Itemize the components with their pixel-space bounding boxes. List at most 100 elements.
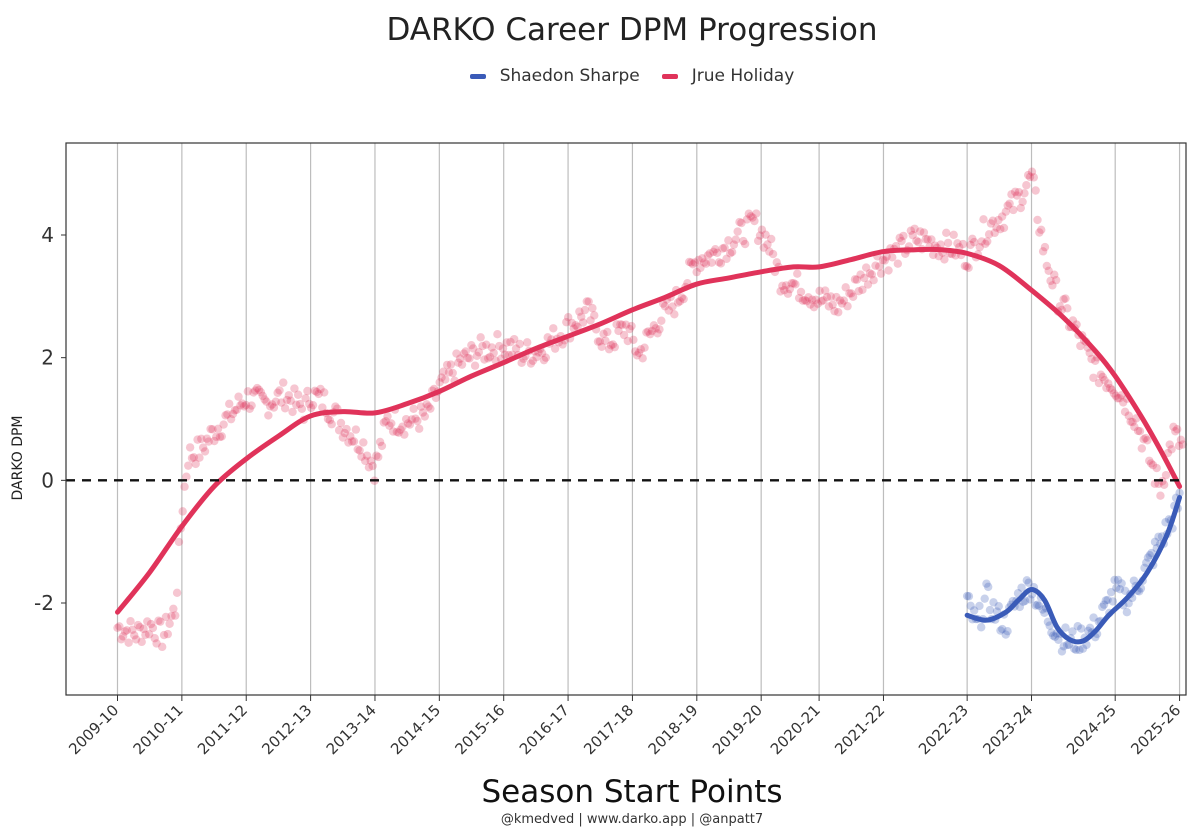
y-tick-label: -2 (34, 591, 54, 615)
data-point-jrue-holiday (174, 537, 184, 547)
data-point-jrue-holiday (165, 619, 174, 628)
data-point-jrue-holiday (133, 620, 143, 630)
data-point-jrue-holiday (807, 295, 817, 304)
data-point-jrue-holiday (290, 384, 299, 393)
data-point-jrue-holiday (463, 353, 472, 363)
data-point-jrue-holiday (571, 321, 580, 330)
data-point-jrue-holiday (843, 302, 852, 311)
data-point-jrue-holiday (388, 427, 398, 436)
data-point-jrue-holiday (1098, 372, 1107, 382)
data-point-jrue-holiday (359, 438, 368, 447)
data-point-jrue-holiday (936, 240, 945, 249)
data-point-jrue-holiday (128, 625, 137, 634)
data-point-jrue-holiday (979, 215, 988, 224)
data-point-jrue-holiday (668, 302, 677, 311)
data-point-jrue-holiday (422, 400, 431, 409)
data-point-jrue-holiday (969, 237, 979, 247)
data-point-jrue-holiday (638, 354, 647, 363)
x-tick-label: 2022-23 (915, 701, 972, 758)
data-point-jrue-holiday (727, 247, 737, 257)
data-point-jrue-holiday (338, 433, 348, 442)
data-point-jrue-holiday (1087, 354, 1096, 364)
data-point-shaedon-sharpe (1098, 602, 1107, 612)
data-point-jrue-holiday (746, 212, 755, 221)
data-point-jrue-holiday (616, 320, 625, 329)
data-point-jrue-holiday (819, 296, 828, 305)
data-point-jrue-holiday (766, 234, 776, 244)
data-point-jrue-holiday (822, 292, 832, 302)
data-point-jrue-holiday (377, 441, 387, 451)
data-point-jrue-holiday (696, 263, 705, 273)
data-point-jrue-holiday (627, 321, 636, 331)
data-point-jrue-holiday (247, 401, 256, 410)
data-point-jrue-holiday (934, 251, 944, 261)
data-point-jrue-holiday (1040, 242, 1050, 252)
data-point-jrue-holiday (383, 412, 392, 421)
data-point-jrue-holiday (485, 352, 495, 362)
data-point-jrue-holiday (1001, 207, 1011, 216)
data-point-jrue-holiday (580, 305, 590, 315)
y-tick-label: 2 (41, 346, 54, 370)
data-point-jrue-holiday (266, 402, 275, 411)
data-point-jrue-holiday (509, 334, 519, 344)
data-point-jrue-holiday (236, 401, 245, 410)
data-point-shaedon-sharpe (976, 623, 986, 632)
x-axis-label: Season Start Points (481, 774, 783, 810)
data-point-jrue-holiday (1009, 205, 1018, 215)
data-point-jrue-holiday (731, 235, 741, 244)
data-point-shaedon-sharpe (1077, 624, 1086, 633)
data-point-jrue-holiday (996, 224, 1005, 234)
data-point-jrue-holiday (254, 385, 264, 395)
data-point-jrue-holiday (159, 630, 169, 640)
data-point-jrue-holiday (476, 333, 485, 342)
data-point-jrue-holiday (699, 258, 709, 267)
data-point-jrue-holiday (765, 247, 774, 256)
data-point-jrue-holiday (398, 422, 407, 431)
data-point-jrue-holiday (364, 463, 374, 472)
data-point-jrue-holiday (584, 297, 593, 306)
data-point-jrue-holiday (351, 425, 361, 434)
data-point-shaedon-sharpe (985, 605, 995, 615)
data-point-jrue-holiday (401, 414, 411, 424)
data-point-shaedon-sharpe (1022, 576, 1032, 585)
data-point-jrue-holiday (867, 270, 876, 279)
data-point-jrue-holiday (575, 307, 584, 316)
data-point-jrue-holiday (567, 318, 577, 328)
data-point-jrue-holiday (379, 418, 389, 427)
data-point-jrue-holiday (997, 212, 1007, 221)
data-point-jrue-holiday (396, 425, 405, 434)
data-point-jrue-holiday (349, 437, 359, 446)
data-point-jrue-holiday (269, 403, 279, 412)
data-point-jrue-holiday (303, 386, 312, 396)
data-point-jrue-holiday (221, 411, 230, 420)
data-point-jrue-holiday (789, 279, 798, 288)
data-point-jrue-holiday (139, 624, 148, 634)
data-point-jrue-holiday (500, 350, 510, 359)
data-point-jrue-holiday (1137, 444, 1147, 453)
data-point-jrue-holiday (757, 225, 767, 234)
data-point-jrue-holiday (984, 230, 994, 239)
data-point-jrue-holiday (908, 230, 917, 240)
data-point-jrue-holiday (148, 623, 158, 633)
data-point-shaedon-sharpe (1031, 601, 1040, 610)
data-point-jrue-holiday (740, 239, 750, 249)
data-point-jrue-holiday (441, 375, 450, 384)
legend-item-jrue-holiday: Jrue Holiday (661, 66, 794, 86)
data-point-jrue-holiday (1018, 197, 1027, 206)
data-point-jrue-holiday (711, 245, 720, 254)
data-point-jrue-holiday (1020, 189, 1029, 198)
data-point-jrue-holiday (670, 310, 679, 319)
data-point-jrue-holiday (1048, 281, 1057, 290)
data-point-jrue-holiday (1014, 187, 1024, 197)
data-point-jrue-holiday (418, 408, 428, 417)
data-point-shaedon-sharpe (962, 591, 972, 601)
data-point-jrue-holiday (182, 472, 191, 481)
data-point-jrue-holiday (277, 398, 286, 407)
data-point-jrue-holiday (895, 233, 904, 243)
data-point-jrue-holiday (124, 638, 133, 647)
data-point-jrue-holiday (813, 299, 822, 308)
data-point-jrue-holiday (798, 296, 808, 305)
data-point-jrue-holiday (752, 209, 761, 218)
data-point-jrue-holiday (988, 216, 998, 225)
data-point-jrue-holiday (781, 281, 791, 290)
